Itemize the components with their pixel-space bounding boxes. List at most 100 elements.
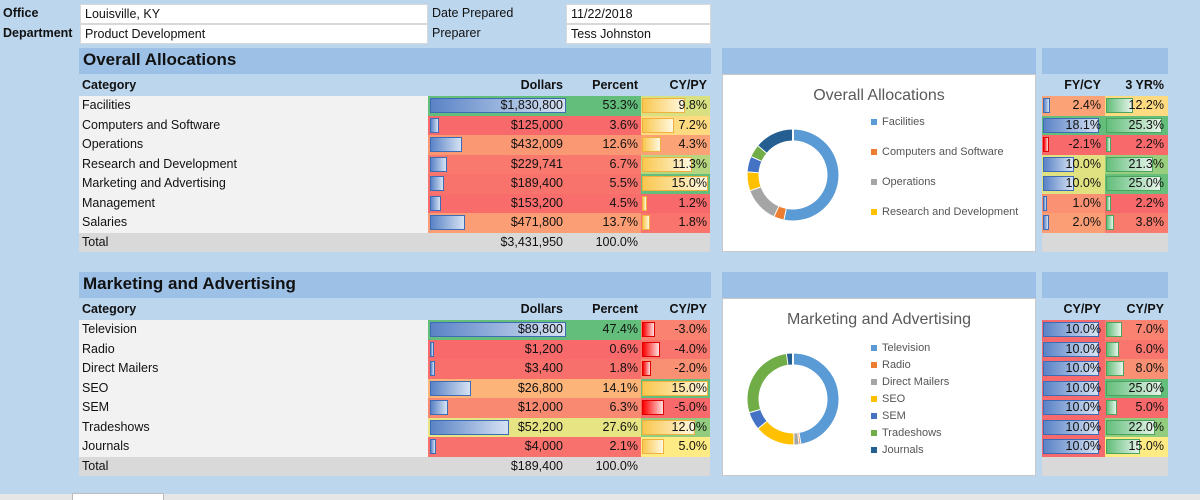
right-cell-a[interactable]: 10.0%: [1042, 339, 1105, 359]
table-row[interactable]: Computers and Software $125,000 3.6% 7.2%: [79, 115, 711, 135]
right-cell-b[interactable]: 21.3%: [1105, 154, 1168, 174]
category-cell[interactable]: Salaries: [79, 213, 428, 233]
right-cell-b[interactable]: 25.3%: [1105, 115, 1168, 135]
table-row[interactable]: Television $89,800 47.4% -3.0%: [79, 320, 711, 340]
right-cell-a[interactable]: 10.0%: [1042, 437, 1105, 457]
dollars-cell[interactable]: $189,400: [428, 174, 566, 194]
right-cell-a[interactable]: 10.0%: [1042, 320, 1105, 340]
right-cell-b[interactable]: 7.0%: [1105, 320, 1168, 340]
right-cell-b[interactable]: 2.2%: [1105, 135, 1168, 155]
right-cell-b[interactable]: 6.0%: [1105, 339, 1168, 359]
dollars-cell[interactable]: $4,000: [428, 437, 566, 457]
right-table-row[interactable]: 10.0% 25.0%: [1042, 378, 1168, 398]
category-cell[interactable]: Management: [79, 193, 428, 213]
donut-slice[interactable]: [783, 129, 839, 221]
percent-cell[interactable]: 4.5%: [566, 193, 641, 213]
percent-cell[interactable]: 1.8%: [566, 359, 641, 379]
dollars-cell[interactable]: $153,200: [428, 193, 566, 213]
date-prepared-value[interactable]: 11/22/2018: [566, 4, 711, 24]
department-value[interactable]: Product Development: [80, 24, 428, 44]
dollars-cell[interactable]: $3,400: [428, 359, 566, 379]
donut-slice[interactable]: [773, 206, 786, 220]
dollars-cell[interactable]: $52,200: [428, 417, 566, 437]
cypy-cell[interactable]: 5.0%: [641, 437, 710, 457]
cypy-cell[interactable]: 12.0%: [641, 417, 710, 437]
table-row[interactable]: Salaries $471,800 13.7% 1.8%: [79, 213, 711, 233]
cypy-cell[interactable]: 15.0%: [641, 174, 710, 194]
table-row[interactable]: Operations $432,009 12.6% 4.3%: [79, 135, 711, 155]
donut-slice[interactable]: [792, 353, 839, 444]
right-table-row[interactable]: 10.0% 25.0%: [1042, 174, 1168, 194]
marketing-chart-panel[interactable]: Marketing and Advertising Television Radi…: [722, 298, 1036, 476]
donut-slice[interactable]: [758, 129, 794, 153]
cypy-cell[interactable]: 1.8%: [641, 213, 710, 233]
right-cell-b[interactable]: 15.0%: [1105, 437, 1168, 457]
right-table-row[interactable]: 10.0% 5.0%: [1042, 398, 1168, 418]
dollars-cell[interactable]: $89,800: [428, 320, 566, 340]
right-cell-a[interactable]: 10.0%: [1042, 359, 1105, 379]
percent-cell[interactable]: 3.6%: [566, 115, 641, 135]
dollars-cell[interactable]: $26,800: [428, 378, 566, 398]
category-cell[interactable]: Tradeshows: [79, 417, 428, 437]
right-table-row[interactable]: -2.1% 2.2%: [1042, 135, 1168, 155]
right-cell-a[interactable]: 2.4%: [1042, 96, 1105, 116]
right-cell-a[interactable]: 10.0%: [1042, 417, 1105, 437]
sheet-tab[interactable]: [72, 493, 164, 500]
right-cell-b[interactable]: 8.0%: [1105, 359, 1168, 379]
right-table-row[interactable]: 10.0% 15.0%: [1042, 437, 1168, 457]
cypy-cell[interactable]: 7.2%: [641, 115, 710, 135]
dollars-cell[interactable]: $471,800: [428, 213, 566, 233]
percent-cell[interactable]: 53.3%: [566, 96, 641, 116]
percent-cell[interactable]: 5.5%: [566, 174, 641, 194]
right-cell-b[interactable]: 2.2%: [1105, 193, 1168, 213]
category-cell[interactable]: Marketing and Advertising: [79, 174, 428, 194]
category-cell[interactable]: Direct Mailers: [79, 359, 428, 379]
category-cell[interactable]: Television: [79, 320, 428, 340]
dollars-cell[interactable]: $1,200: [428, 339, 566, 359]
right-cell-b[interactable]: 22.0%: [1105, 417, 1168, 437]
dollars-cell[interactable]: $432,009: [428, 135, 566, 155]
right-table-row[interactable]: 10.0% 8.0%: [1042, 359, 1168, 379]
percent-cell[interactable]: 6.7%: [566, 154, 641, 174]
table-row[interactable]: Journals $4,000 2.1% 5.0%: [79, 437, 711, 457]
right-table-row[interactable]: 2.0% 3.8%: [1042, 213, 1168, 233]
cypy-cell[interactable]: -5.0%: [641, 398, 710, 418]
table-row[interactable]: SEO $26,800 14.1% 15.0%: [79, 378, 711, 398]
category-cell[interactable]: Research and Development: [79, 154, 428, 174]
office-value[interactable]: Louisville, KY: [80, 4, 428, 24]
right-cell-b[interactable]: 25.0%: [1105, 174, 1168, 194]
donut-slice[interactable]: [751, 145, 767, 161]
percent-cell[interactable]: 47.4%: [566, 320, 641, 340]
donut-slice[interactable]: [749, 408, 767, 429]
cypy-cell[interactable]: 11.3%: [641, 154, 710, 174]
table-row[interactable]: Tradeshows $52,200 27.6% 12.0%: [79, 417, 711, 437]
percent-cell[interactable]: 27.6%: [566, 417, 641, 437]
donut-slice[interactable]: [747, 171, 761, 191]
right-table-row[interactable]: 10.0% 22.0%: [1042, 417, 1168, 437]
right-table-row[interactable]: 2.4% 12.2%: [1042, 96, 1168, 116]
cypy-cell[interactable]: 15.0%: [641, 378, 710, 398]
percent-cell[interactable]: 6.3%: [566, 398, 641, 418]
donut-slice[interactable]: [757, 420, 794, 445]
cypy-cell[interactable]: -3.0%: [641, 320, 710, 340]
table-row[interactable]: Radio $1,200 0.6% -4.0%: [79, 339, 711, 359]
right-table-row[interactable]: 18.1% 25.3%: [1042, 115, 1168, 135]
table-row[interactable]: Management $153,200 4.5% 1.2%: [79, 193, 711, 213]
right-cell-b[interactable]: 5.0%: [1105, 398, 1168, 418]
right-cell-b[interactable]: 3.8%: [1105, 213, 1168, 233]
right-table-row[interactable]: 1.0% 2.2%: [1042, 193, 1168, 213]
right-table-row[interactable]: 10.0% 6.0%: [1042, 339, 1168, 359]
right-cell-a[interactable]: 1.0%: [1042, 193, 1105, 213]
table-row[interactable]: SEM $12,000 6.3% -5.0%: [79, 398, 711, 418]
table-row[interactable]: Marketing and Advertising $189,400 5.5% 15.…: [79, 174, 711, 194]
percent-cell[interactable]: 14.1%: [566, 378, 641, 398]
dollars-cell[interactable]: $1,830,800: [428, 96, 566, 116]
right-cell-a[interactable]: 10.0%: [1042, 398, 1105, 418]
dollars-cell[interactable]: $12,000: [428, 398, 566, 418]
dollars-cell[interactable]: $229,741: [428, 154, 566, 174]
table-row[interactable]: Direct Mailers $3,400 1.8% -2.0%: [79, 359, 711, 379]
cypy-cell[interactable]: 4.3%: [641, 135, 710, 155]
dollars-cell[interactable]: $125,000: [428, 115, 566, 135]
right-table-row[interactable]: 10.0% 21.3%: [1042, 154, 1168, 174]
category-cell[interactable]: SEM: [79, 398, 428, 418]
